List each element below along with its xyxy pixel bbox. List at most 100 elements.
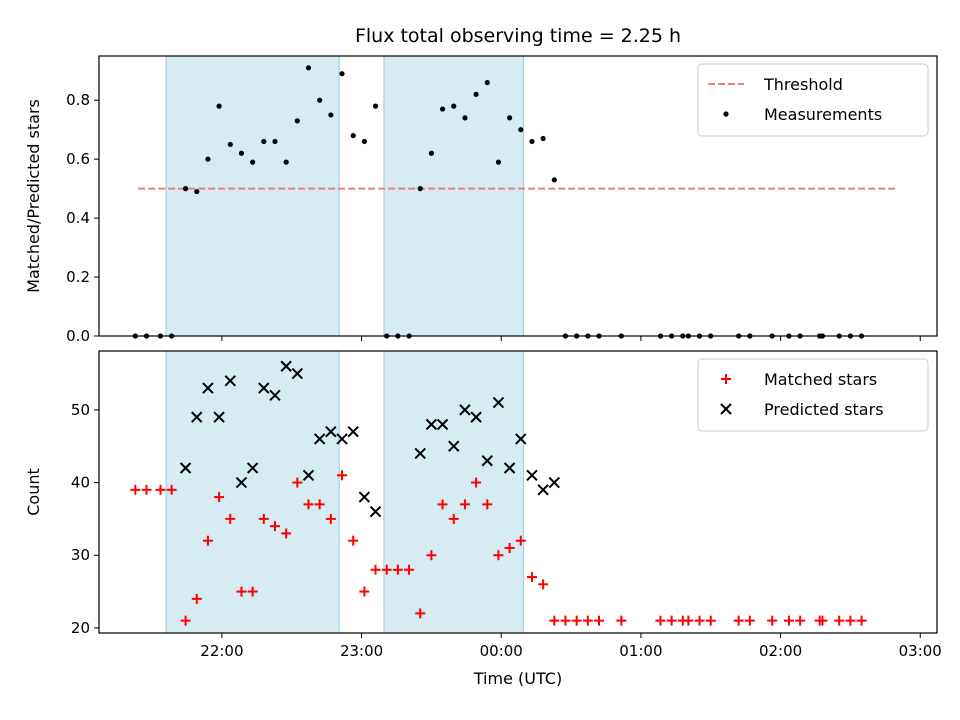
y-tick-label: 40 <box>71 474 90 492</box>
x-b <box>313 433 326 445</box>
y-tick-label: 0.0 <box>66 327 90 345</box>
x-tick-label: 03:00 <box>899 642 942 660</box>
bottom-shaded-interval-0 <box>165 350 340 634</box>
matched-star-point <box>471 477 482 488</box>
legend-entry-label: Threshold <box>763 75 843 94</box>
matched-star-point <box>694 615 705 626</box>
top-y-axis-label: Matched/Predicted stars <box>24 99 43 293</box>
matched-star-point <box>482 499 493 510</box>
matched-star-point <box>202 535 213 546</box>
predicted-star-point <box>269 389 281 402</box>
predicted-star-point <box>291 367 304 380</box>
matched-star-point <box>582 615 593 626</box>
x-b <box>425 418 438 431</box>
measurement-point <box>283 159 289 165</box>
predicted-star-point <box>358 491 371 503</box>
measurement-point <box>194 188 200 195</box>
predicted-star-point <box>213 411 225 423</box>
predicted-star-point <box>313 433 326 445</box>
predicted-star-point <box>436 418 449 431</box>
predicted-star-point <box>347 425 359 438</box>
predicted-star-point <box>179 462 192 474</box>
predicted-star-point <box>526 469 538 481</box>
x-tick-label: 02:00 <box>759 642 802 660</box>
x-b <box>503 462 516 474</box>
chart-title: Flux total observing time = 2.25 h <box>355 25 681 47</box>
x-b <box>470 411 482 423</box>
bottom-panel: 20 30 40 50 22:00 23:00 00:00 01:00 02:00 03:00 Co… <box>24 350 942 688</box>
measurement-point <box>462 115 468 121</box>
measurement-point <box>328 112 334 118</box>
matched-star-point <box>314 499 325 510</box>
matched-star-point <box>415 608 426 619</box>
matched-star-point <box>214 492 225 503</box>
matched-star-point <box>247 586 258 597</box>
matched-star-point <box>594 615 605 626</box>
matched-star-point <box>856 615 867 626</box>
x-b <box>448 440 460 452</box>
x-tick-label: 00:00 <box>480 642 523 660</box>
x-b <box>302 469 315 481</box>
measurement-point <box>305 65 312 71</box>
matched-star-point <box>493 550 504 561</box>
x-b <box>347 425 359 438</box>
matched-star-point <box>236 586 247 597</box>
matched-star-point <box>191 593 202 604</box>
bottom-shaded-interval-1 <box>383 350 525 634</box>
x-b <box>548 476 561 489</box>
matched-star-point <box>834 615 845 626</box>
measurement-point <box>372 103 379 109</box>
predicted-star-point <box>503 462 516 474</box>
x-b <box>235 476 248 489</box>
measurement-point <box>529 138 535 145</box>
x-axis-label: Time (UTC) <box>473 669 562 688</box>
predicted-star-point <box>258 382 270 394</box>
predicted-star-point <box>336 433 348 445</box>
x-b <box>224 375 236 387</box>
matched-star-point <box>845 615 856 626</box>
predicted-star-point <box>459 404 471 416</box>
matched-star-point <box>141 484 152 495</box>
bottom-y-axis-label: Count <box>24 468 43 516</box>
matched-star-point <box>437 499 448 510</box>
measurement-point <box>428 150 435 156</box>
top-legend: Threshold Measurements <box>697 63 929 137</box>
x-b <box>515 433 527 445</box>
measurement-point <box>182 186 189 192</box>
predicted-star-point <box>191 411 203 423</box>
legend-box <box>697 63 929 137</box>
matched-star-point <box>392 564 403 575</box>
measurement-point <box>238 150 245 156</box>
top-shaded-interval-1 <box>383 55 525 337</box>
measurement-point <box>216 103 222 109</box>
measurement-point <box>294 118 300 124</box>
legend-dot-marker <box>723 111 729 117</box>
matched-star-point <box>225 513 236 524</box>
x-tick-label: 23:00 <box>340 642 383 660</box>
matched-star-point <box>783 615 794 626</box>
measurement-point <box>261 138 267 145</box>
measurement-point <box>473 91 479 97</box>
y-tick-label: 0.6 <box>66 150 90 168</box>
matched-star-point <box>337 470 348 481</box>
y-tick-label: 0.8 <box>66 91 90 109</box>
x-b <box>436 418 449 431</box>
measurement-point <box>317 97 323 103</box>
x-b <box>269 389 281 402</box>
predicted-star-point <box>548 476 561 489</box>
predicted-star-point <box>325 425 337 438</box>
measurement-point <box>507 115 513 121</box>
matched-star-point <box>166 484 177 495</box>
matched-star-point <box>795 615 806 626</box>
matched-star-point <box>616 615 627 626</box>
top-plot-frame <box>98 55 938 337</box>
matched-star-point <box>325 513 336 524</box>
predicted-star-point <box>481 455 493 467</box>
matched-star-point <box>549 615 560 626</box>
x-b <box>336 433 348 445</box>
measurement-point <box>439 106 446 112</box>
x-b <box>202 382 214 394</box>
x-b <box>191 411 203 423</box>
y-tick-label: 50 <box>71 401 90 419</box>
matched-star-point <box>504 542 515 553</box>
